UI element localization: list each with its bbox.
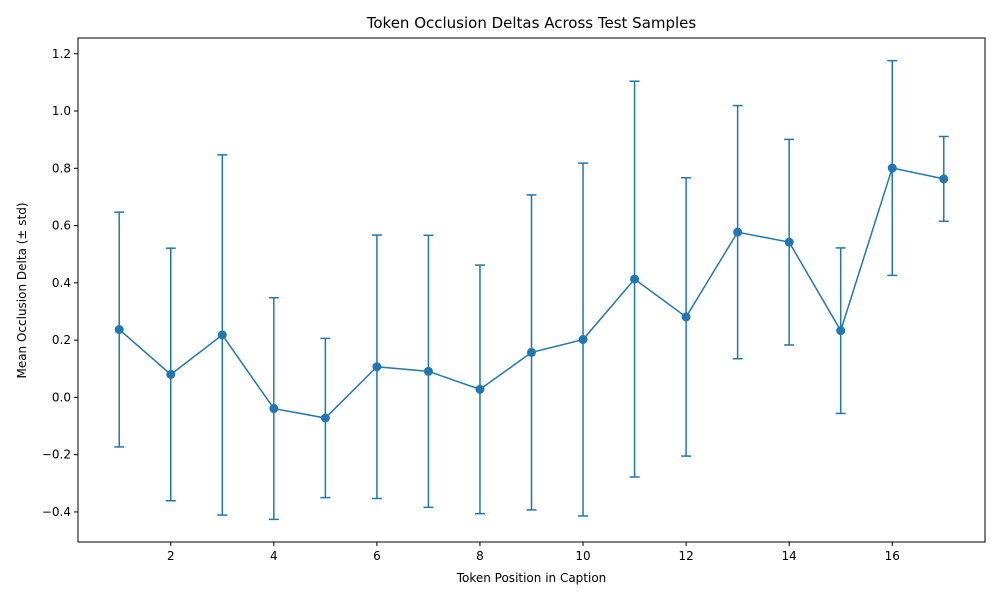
data-point bbox=[217, 330, 227, 340]
y-tick-label: −0.4 bbox=[42, 505, 71, 519]
x-tick-label: 2 bbox=[167, 549, 175, 563]
y-tick-label: 1.0 bbox=[52, 104, 71, 118]
data-point bbox=[269, 404, 279, 414]
data-point bbox=[114, 325, 124, 335]
data-point bbox=[320, 413, 330, 423]
data-point bbox=[887, 163, 897, 173]
data-point bbox=[836, 326, 846, 336]
y-tick-label: 0.4 bbox=[52, 276, 71, 290]
y-tick-label: −0.2 bbox=[42, 448, 71, 462]
data-point bbox=[630, 274, 640, 284]
data-point bbox=[733, 227, 743, 237]
y-tick-label: 0.2 bbox=[52, 333, 71, 347]
chart-title: Token Occlusion Deltas Across Test Sampl… bbox=[366, 14, 697, 32]
data-point bbox=[681, 312, 691, 322]
data-point bbox=[372, 362, 382, 372]
data-point bbox=[475, 384, 485, 394]
data-point bbox=[423, 366, 433, 376]
x-tick-label: 8 bbox=[476, 549, 484, 563]
y-tick-label: 0.6 bbox=[52, 219, 71, 233]
data-point bbox=[939, 174, 949, 184]
data-point bbox=[784, 237, 794, 247]
x-tick-label: 16 bbox=[885, 549, 900, 563]
x-tick-label: 12 bbox=[678, 549, 693, 563]
data-point bbox=[527, 347, 536, 357]
x-axis-label: Token Position in Caption bbox=[456, 571, 607, 585]
x-tick-label: 4 bbox=[270, 549, 278, 563]
y-tick-label: 1.2 bbox=[52, 47, 71, 61]
x-tick-label: 10 bbox=[575, 549, 590, 563]
x-tick-label: 14 bbox=[782, 549, 797, 563]
y-tick-label: 0.8 bbox=[52, 161, 71, 175]
y-tick-label: 0.0 bbox=[52, 390, 71, 404]
y-axis-label: Mean Occlusion Delta (± std) bbox=[15, 202, 29, 378]
x-tick-label: 6 bbox=[373, 549, 381, 563]
plot-frame bbox=[77, 37, 986, 543]
data-point bbox=[166, 369, 176, 379]
data-point bbox=[578, 335, 588, 345]
plot-area: 2 4 6 8 10 12 14 16 −0.4 −0.2 0.0 0.2 0.4 0.6 0.8 1.0 1.… bbox=[42, 37, 986, 563]
